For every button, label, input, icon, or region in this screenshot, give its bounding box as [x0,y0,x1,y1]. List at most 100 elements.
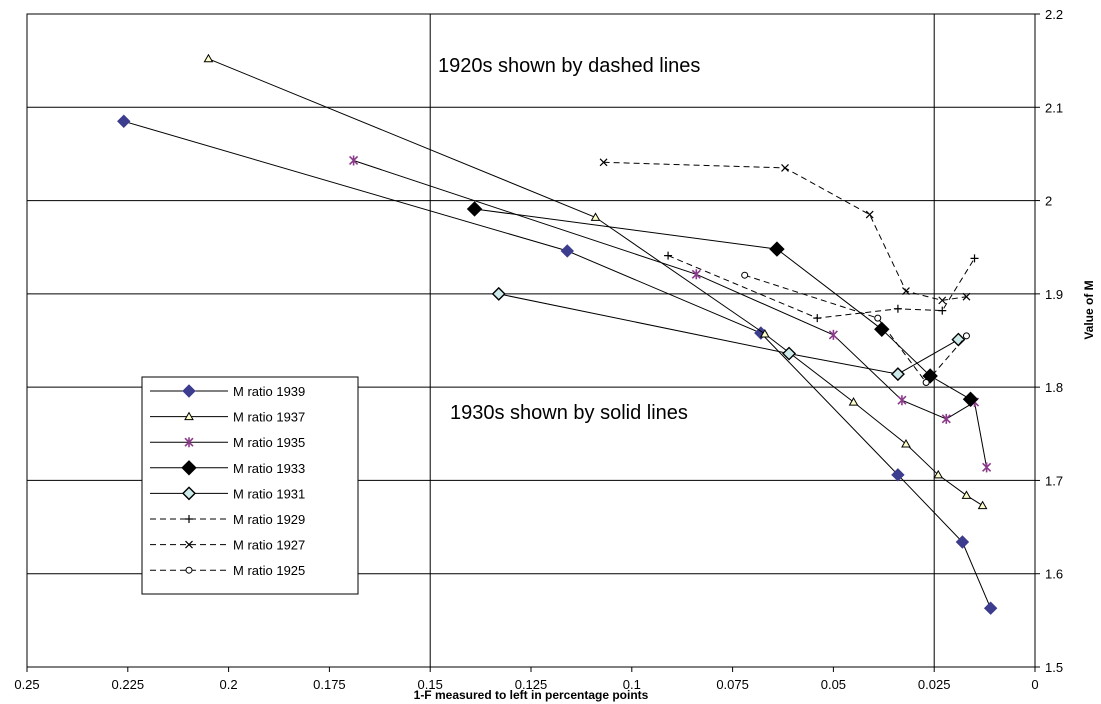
point-marker [897,395,907,406]
legend-label: M ratio 1933 [233,461,305,476]
point-marker [951,332,966,347]
legend-entry: M ratio 1933 [150,460,305,476]
x-tick-label: 0.2 [220,677,238,692]
legend-label: M ratio 1935 [233,435,305,450]
point-marker [874,314,882,322]
point-marker [865,210,874,219]
point-marker [890,367,905,382]
series-line [744,274,967,384]
x-tick-label: 0.05 [821,677,846,692]
annotation-1930s: 1930s shown by solid lines [450,402,688,424]
y-tick-label: 1.6 [1045,567,1063,582]
point-marker [848,397,859,406]
point-marker [901,439,911,448]
series-line [123,120,992,609]
legend-box [141,376,359,595]
point-marker [782,346,797,361]
y-tick-label: 2 [1045,194,1052,209]
legend: M ratio 1939 M ratio 1937 M ratio 1935 M ra… [141,376,359,595]
point-marker [933,469,944,479]
point-marker [466,201,483,217]
annotation-1920s: 1920s shown by dashed lines [438,55,700,77]
series-m-ratio-1939 [117,114,998,615]
x-tick-label: 0.175 [313,677,346,692]
y-tick-label: 1.7 [1045,473,1063,488]
point-marker [181,460,197,476]
point-marker [941,413,951,424]
point-marker [349,155,359,166]
legend-label: M ratio 1937 [233,410,305,425]
point-marker [185,540,193,549]
series-line [208,58,983,507]
x-tick-label: 0.075 [716,677,749,692]
y-tick-label: 1.5 [1045,660,1063,675]
series-m-ratio-1927 [599,158,971,305]
x-tick-label: 0.025 [918,677,951,692]
point-marker [961,490,972,499]
legend-label: M ratio 1939 [233,384,305,399]
legend-entry: M ratio 1925 [150,563,305,578]
series-m-ratio-1933 [466,201,979,407]
legend-entry: M ratio 1931 [150,486,305,501]
point-marker [203,53,214,63]
x-tick-label: 0.15 [418,677,443,692]
point-marker [185,566,193,574]
series [117,53,998,615]
point-marker [955,535,970,549]
y-tick-label: 2.1 [1045,100,1063,115]
series-line [603,161,967,301]
point-marker [982,462,992,473]
point-marker [664,251,673,260]
x-tick-label: 0.225 [112,677,145,692]
point-marker [599,158,608,167]
point-marker [759,328,770,338]
point-marker [184,437,194,448]
y-tick-label: 2.2 [1045,7,1063,22]
series-line [498,293,959,375]
x-tick-label: 0 [1031,677,1038,692]
legend-label: M ratio 1931 [233,486,305,501]
legend-entry: M ratio 1935 [150,435,305,450]
point-marker [902,287,910,295]
point-marker [590,212,601,221]
point-marker [185,515,193,523]
point-marker [938,306,947,315]
y-tick-label: 1.8 [1045,380,1063,395]
series-m-ratio-1925 [741,271,970,386]
point-marker [117,114,131,128]
point-marker [491,286,506,301]
legend-label: M ratio 1925 [233,563,305,578]
point-marker [874,321,890,338]
point-marker [891,468,905,482]
series-m-ratio-1931 [491,286,966,382]
legend-entry: M ratio 1929 [150,512,305,527]
legend-entry: M ratio 1927 [150,538,305,553]
legend-label: M ratio 1927 [233,538,305,553]
x-tick-label: 0.125 [515,677,548,692]
point-marker [962,292,971,301]
axes: 1.5 1.6 1.7 1.8 1.9 2 2.1 2.2 0.25 0.225 0.2 0.175 0… [14,7,1063,692]
x-tick-label: 0.1 [623,677,641,692]
point-marker [741,271,749,279]
legend-entry: M ratio 1939 [150,384,305,399]
series-m-ratio-1937 [203,53,988,510]
x-tick-label: 0.25 [14,677,39,692]
point-marker [781,163,789,172]
point-marker [962,391,979,407]
y-axis-title: Value of M [1082,280,1096,339]
point-marker [962,332,970,340]
point-marker [977,500,988,510]
point-marker [769,241,785,257]
point-marker [813,314,822,323]
point-marker [922,378,930,386]
x-axis-title: 1-F measured to left in percentage point… [414,688,649,702]
series-m-ratio-1929 [664,251,979,323]
legend-label: M ratio 1929 [233,512,305,527]
point-marker [983,601,998,615]
point-marker [691,269,701,280]
y-tick-label: 1.9 [1045,287,1063,302]
point-marker [970,254,979,263]
point-marker [893,304,902,313]
point-marker [182,486,196,501]
